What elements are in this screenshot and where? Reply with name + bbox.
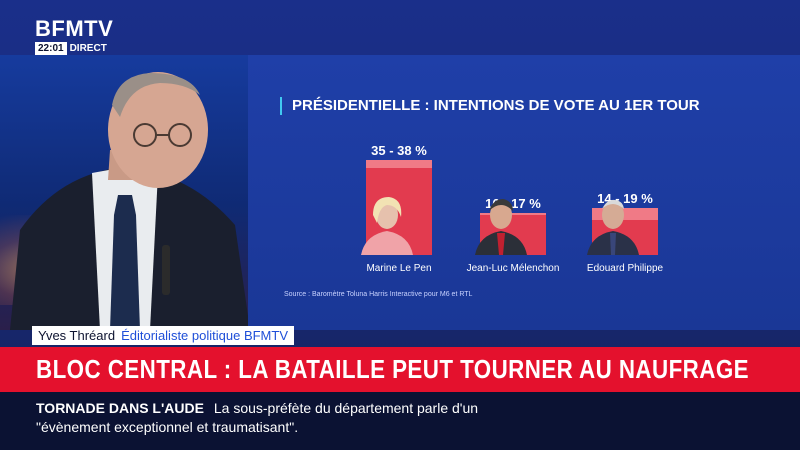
photo-marine-le-pen [361, 197, 413, 255]
live-label: DIRECT [69, 43, 107, 54]
value-label-marine-le-pen: 35 - 38 % [371, 143, 427, 158]
chart-title: PRÉSIDENTIELLE : INTENTIONS DE VOTE AU 1… [280, 97, 700, 115]
news-ticker: TORNADE DANS L'AUDE La sous-préfète du d… [0, 392, 800, 450]
clock-time: 22:01 [35, 42, 67, 55]
name-jean-luc-melenchon: Jean-Luc Mélenchon [466, 263, 560, 274]
ticker-text-1: La sous-préfète du département parle d'u… [213, 400, 479, 416]
name-edouard-philippe: Edouard Philippe [586, 263, 664, 274]
speaker-role: Éditorialiste politique BFMTV [121, 326, 294, 345]
name-marine-le-pen: Marine Le Pen [366, 263, 432, 274]
channel-logo: BFMTV 22:01 DIRECT [35, 18, 113, 55]
photo-edouard-philippe [587, 199, 639, 255]
headline-banner: BLOC CENTRAL : LA BATAILLE PEUT TOURNER … [0, 347, 800, 392]
chart-source: Source : Baromètre Toluna Harris Interac… [284, 291, 473, 298]
live-clock: 22:01 DIRECT [35, 42, 113, 55]
logo-text: BFMTV [35, 16, 114, 41]
photo-jean-luc-melenchon [475, 199, 527, 255]
chart-panel: PRÉSIDENTIELLE : INTENTIONS DE VOTE AU 1… [248, 55, 800, 330]
ticker-tag: TORNADE DANS L'AUDE [36, 400, 204, 416]
ticker-line-2: "évènement exceptionnel et traumatisant"… [36, 419, 299, 435]
ticker-line-1: TORNADE DANS L'AUDE La sous-préfète du d… [36, 400, 478, 416]
headline-text: BLOC CENTRAL : LA BATAILLE PEUT TOURNER … [36, 354, 749, 384]
speaker-name: Yves Thréard [32, 326, 122, 345]
presenter-video [10, 72, 250, 330]
bar-range-marine-le-pen [366, 160, 432, 168]
bar-range-jean-luc-melenchon [480, 212, 546, 215]
speaker-tag: Yves Thréard Éditorialiste politique BFM… [32, 326, 294, 345]
